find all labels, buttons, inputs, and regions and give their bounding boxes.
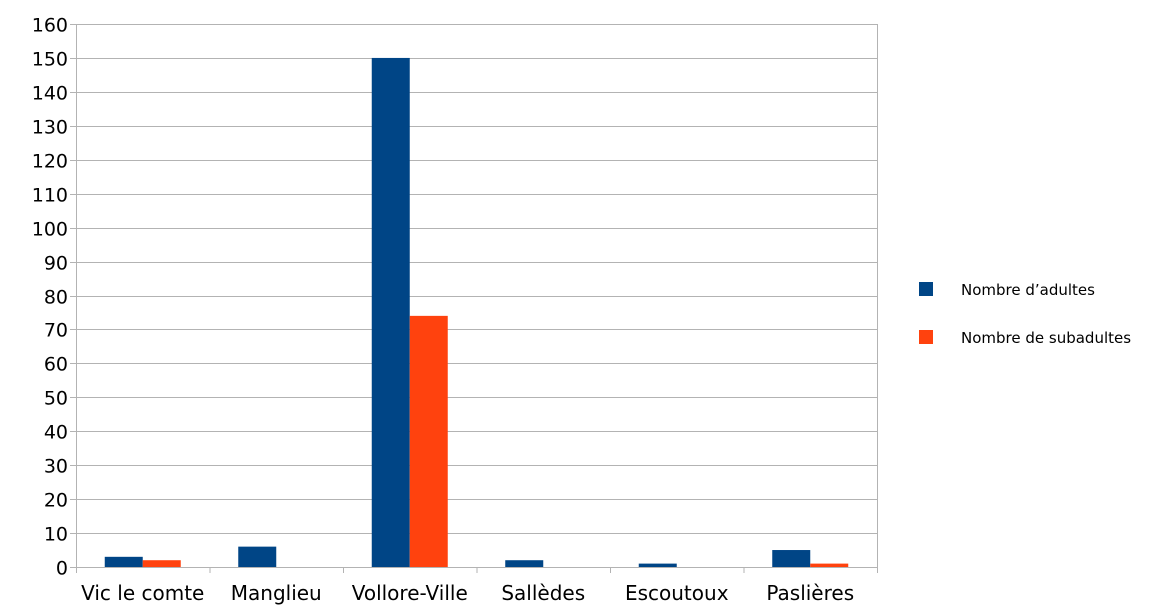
bar-adultes-3 bbox=[505, 560, 544, 567]
y-tick-label: 20 bbox=[44, 490, 68, 512]
y-tick-label: 40 bbox=[44, 422, 68, 444]
legend-swatch bbox=[919, 282, 933, 296]
bar-adultes-4 bbox=[638, 563, 677, 567]
x-category-label: Vollore-Ville bbox=[352, 581, 468, 605]
y-tick-label: 60 bbox=[44, 354, 68, 376]
bar-adultes-1 bbox=[238, 546, 277, 567]
legend: Nombre d’adultes Nombre de subadultes bbox=[919, 281, 1131, 347]
y-tick-label: 160 bbox=[32, 15, 68, 37]
bar-subadultes-0 bbox=[142, 560, 181, 567]
y-tick-label: 130 bbox=[32, 117, 68, 139]
y-tick-label: 140 bbox=[32, 83, 68, 105]
y-tick-label: 150 bbox=[32, 49, 68, 71]
y-tick-label: 110 bbox=[32, 185, 68, 207]
x-category-label: Paslières bbox=[766, 581, 854, 605]
y-axis-ticks: 0 10 20 30 40 50 60 70 80 90 100 110 120 130 140 150 160 bbox=[32, 15, 76, 580]
y-tick-label: 100 bbox=[32, 219, 68, 241]
y-tick-label: 50 bbox=[44, 388, 68, 410]
y-tick-label: 0 bbox=[56, 558, 68, 580]
x-category-label: Escoutoux bbox=[625, 581, 729, 605]
y-tick-label: 10 bbox=[44, 524, 68, 546]
x-category-label: Sallèdes bbox=[501, 581, 585, 605]
plot-area-frame bbox=[76, 24, 878, 568]
x-category-label: Manglieu bbox=[231, 581, 322, 605]
grid-lines bbox=[76, 24, 877, 568]
y-tick-label: 90 bbox=[44, 253, 68, 275]
bar-adultes-0 bbox=[104, 556, 143, 567]
y-tick-label: 30 bbox=[44, 456, 68, 478]
x-category-label: Vic le comte bbox=[81, 581, 204, 605]
legend-swatch bbox=[919, 330, 933, 344]
legend-label: Nombre de subadultes bbox=[961, 329, 1131, 347]
y-tick-label: 120 bbox=[32, 151, 68, 173]
bars bbox=[104, 57, 849, 567]
bar-subadultes-5 bbox=[810, 563, 849, 567]
bar-subadultes-2 bbox=[409, 315, 448, 567]
bar-adultes-2 bbox=[371, 57, 410, 567]
legend-label: Nombre d’adultes bbox=[961, 281, 1095, 299]
x-axis-labels: Vic le comte Manglieu Vollore-Ville Sallède… bbox=[76, 567, 878, 605]
y-tick-label: 70 bbox=[44, 320, 68, 342]
y-tick-label: 80 bbox=[44, 287, 68, 309]
bar-adultes-5 bbox=[772, 550, 811, 567]
